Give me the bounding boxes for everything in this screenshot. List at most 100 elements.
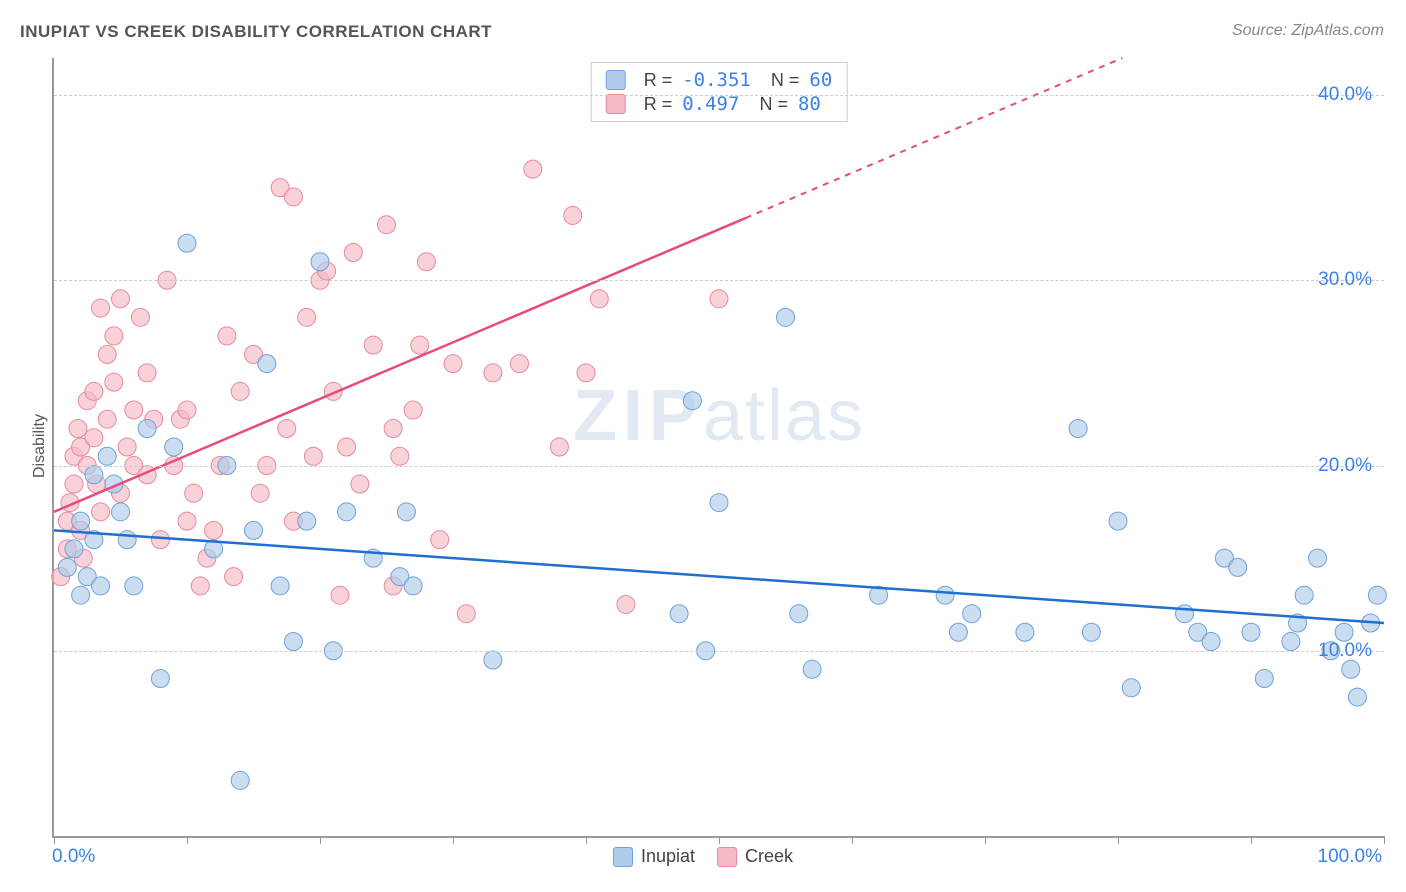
scatter-point <box>351 475 369 493</box>
legend-swatch-creek-icon <box>717 847 737 867</box>
scatter-point <box>298 308 316 326</box>
chart-svg <box>54 58 1384 836</box>
trend-line <box>54 530 1384 623</box>
scatter-point <box>550 438 568 456</box>
scatter-point <box>151 531 169 549</box>
swatch-creek-icon <box>606 94 626 114</box>
stats-row-creek: R = 0.497 N = 80 <box>606 93 833 115</box>
scatter-point <box>1229 558 1247 576</box>
stats-row-inupiat: R = -0.351 N = 60 <box>606 69 833 91</box>
scatter-point <box>384 419 402 437</box>
scatter-point <box>69 419 87 437</box>
legend-item-creek: Creek <box>717 846 793 867</box>
scatter-point <box>444 355 462 373</box>
scatter-point <box>92 577 110 595</box>
scatter-point <box>72 512 90 530</box>
scatter-point <box>577 364 595 382</box>
scatter-point <box>271 577 289 595</box>
x-tick <box>719 836 720 844</box>
scatter-point <box>85 382 103 400</box>
scatter-point <box>125 401 143 419</box>
scatter-point <box>138 419 156 437</box>
scatter-point <box>1202 633 1220 651</box>
scatter-point <box>165 438 183 456</box>
source-credit: Source: ZipAtlas.com <box>1232 22 1384 40</box>
scatter-point <box>58 558 76 576</box>
scatter-point <box>803 660 821 678</box>
scatter-point <box>484 651 502 669</box>
scatter-point <box>404 401 422 419</box>
scatter-point <box>411 336 429 354</box>
scatter-point <box>1082 623 1100 641</box>
scatter-point <box>344 244 362 262</box>
x-tick <box>187 836 188 844</box>
series-legend: Inupiat Creek <box>0 846 1406 867</box>
scatter-point <box>1295 586 1313 604</box>
scatter-point <box>1348 688 1366 706</box>
scatter-point <box>112 290 130 308</box>
y-tick-label: 40.0% <box>1318 84 1372 106</box>
scatter-point <box>524 160 542 178</box>
scatter-point <box>205 521 223 539</box>
scatter-point <box>338 438 356 456</box>
scatter-point <box>564 206 582 224</box>
scatter-point <box>98 410 116 428</box>
scatter-point <box>710 290 728 308</box>
x-tick <box>54 836 55 844</box>
scatter-point <box>397 503 415 521</box>
scatter-point <box>511 355 529 373</box>
scatter-point <box>391 447 409 465</box>
scatter-point <box>790 605 808 623</box>
scatter-point <box>231 382 249 400</box>
x-tick <box>1118 836 1119 844</box>
scatter-point <box>617 595 635 613</box>
scatter-point <box>1309 549 1327 567</box>
scatter-point <box>178 512 196 530</box>
plot-area: ZIPatlas R = -0.351 N = 60 R = 0.497 N =… <box>52 58 1384 838</box>
scatter-point <box>457 605 475 623</box>
scatter-point <box>65 540 83 558</box>
scatter-point <box>417 253 435 271</box>
y-tick-label: 10.0% <box>1318 640 1372 662</box>
scatter-point <box>1242 623 1260 641</box>
scatter-point <box>1342 660 1360 678</box>
scatter-point <box>245 521 263 539</box>
scatter-point <box>98 447 116 465</box>
x-tick <box>453 836 454 844</box>
scatter-point <box>138 364 156 382</box>
scatter-point <box>683 392 701 410</box>
scatter-point <box>484 364 502 382</box>
scatter-point <box>191 577 209 595</box>
chart-title: INUPIAT VS CREEK DISABILITY CORRELATION … <box>20 22 492 42</box>
scatter-point <box>1335 623 1353 641</box>
x-tick <box>1384 836 1385 844</box>
x-tick <box>320 836 321 844</box>
scatter-point <box>936 586 954 604</box>
scatter-point <box>225 568 243 586</box>
x-tick <box>985 836 986 844</box>
scatter-point <box>125 577 143 595</box>
y-tick-label: 20.0% <box>1318 455 1372 477</box>
scatter-point <box>258 355 276 373</box>
scatter-point <box>92 299 110 317</box>
x-tick <box>1251 836 1252 844</box>
scatter-point <box>710 494 728 512</box>
scatter-point <box>331 586 349 604</box>
scatter-point <box>218 327 236 345</box>
scatter-point <box>431 531 449 549</box>
x-tick <box>586 836 587 844</box>
scatter-point <box>231 771 249 789</box>
y-axis-label: Disability <box>31 414 49 478</box>
scatter-point <box>105 327 123 345</box>
scatter-point <box>304 447 322 465</box>
scatter-point <box>284 188 302 206</box>
legend-swatch-inupiat-icon <box>613 847 633 867</box>
scatter-point <box>98 345 116 363</box>
scatter-point <box>1282 633 1300 651</box>
scatter-point <box>185 484 203 502</box>
scatter-point <box>378 216 396 234</box>
scatter-point <box>72 586 90 604</box>
scatter-point <box>298 512 316 530</box>
gridline <box>54 466 1384 467</box>
scatter-point <box>949 623 967 641</box>
